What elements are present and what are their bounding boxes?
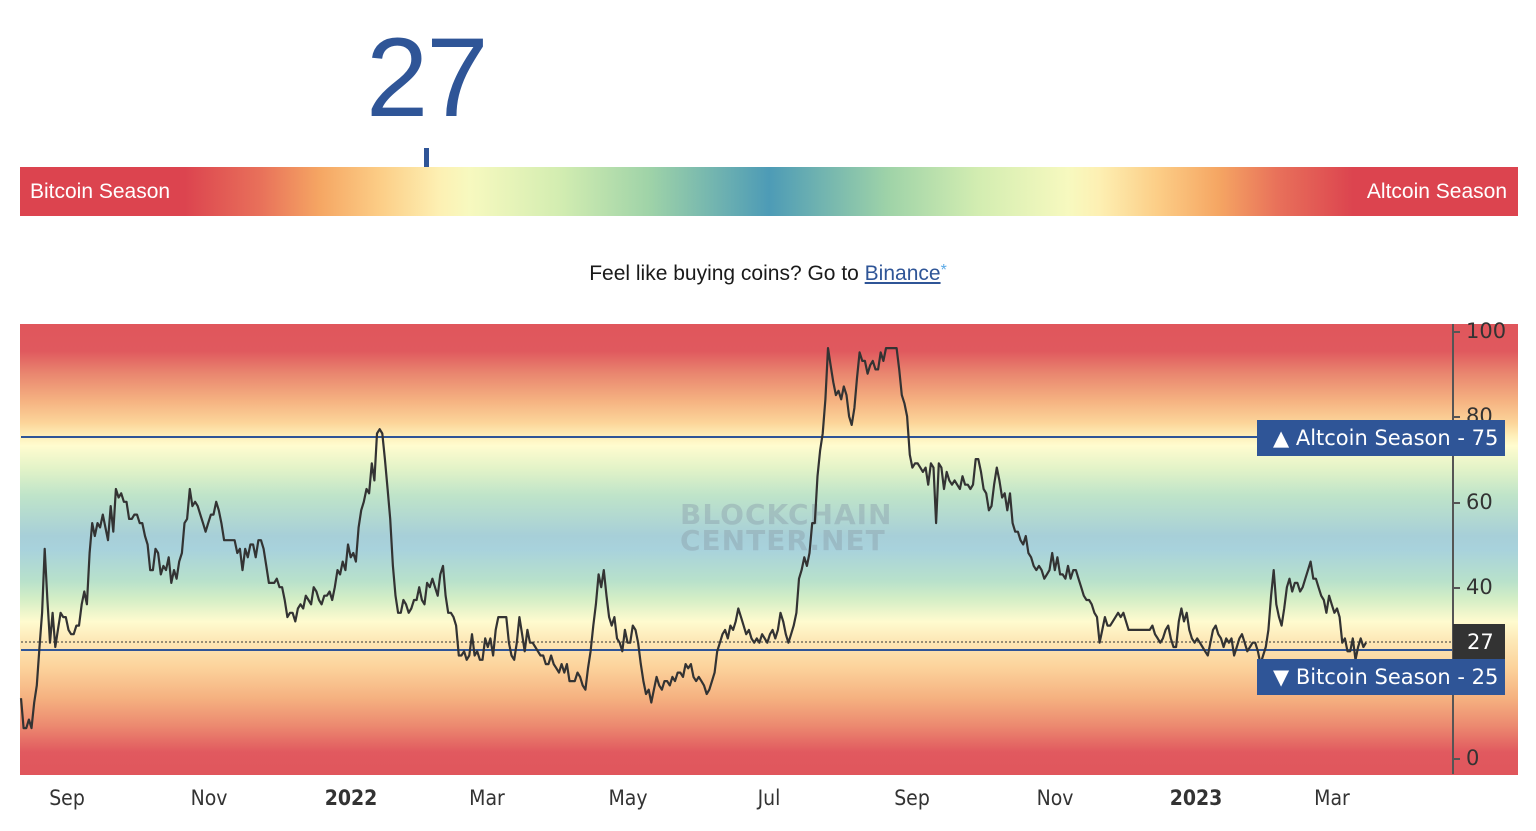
- altcoin-season-threshold-tag: ▲ Altcoin Season - 75: [1257, 420, 1505, 456]
- current-index-value: 27: [366, 15, 489, 140]
- y-label-40: 40: [1466, 575, 1493, 599]
- x-label: Mar: [1314, 786, 1350, 810]
- y-tick: [1453, 331, 1460, 333]
- x-label: Nov: [1036, 786, 1074, 810]
- current-value-tag: 27: [1453, 624, 1505, 660]
- y-label-0: 0: [1466, 746, 1480, 770]
- bitcoin-season-threshold-tag: ▼ Bitcoin Season - 25: [1257, 659, 1505, 695]
- y-tick: [1453, 758, 1460, 760]
- x-label: Sep: [49, 786, 85, 810]
- y-tick: [1453, 416, 1460, 418]
- season-gauge-bar: Bitcoin Season Altcoin Season: [20, 167, 1518, 216]
- x-axis-labels: Sep Nov 2022 Mar May Jul Sep Nov 2023 Ma…: [0, 786, 1536, 816]
- y-axis-line: [1452, 324, 1454, 774]
- chart-plot-area[interactable]: [20, 324, 1518, 775]
- y-tick: [1453, 502, 1460, 504]
- x-label: Sep: [894, 786, 930, 810]
- gauge-label-bitcoin-season: Bitcoin Season: [30, 180, 171, 203]
- index-series-line: [19, 347, 1367, 730]
- x-label: Jul: [757, 786, 781, 810]
- promo-text: Feel like buying coins? Go to: [589, 262, 865, 285]
- promo-line: Feel like buying coins? Go to Binance*: [0, 262, 1536, 286]
- gauge-label-altcoin-season: Altcoin Season: [1366, 180, 1507, 203]
- watermark-logo: BLOCKCHAIN CENTER.NET: [680, 498, 893, 557]
- x-label: 2022: [324, 786, 378, 810]
- x-label: May: [608, 786, 648, 810]
- y-tick: [1453, 587, 1460, 589]
- asterisk-note: *: [940, 262, 947, 279]
- x-label: Mar: [469, 786, 505, 810]
- binance-link[interactable]: Binance: [864, 262, 941, 285]
- x-label: Nov: [190, 786, 228, 810]
- x-label: 2023: [1169, 786, 1223, 810]
- y-label-60: 60: [1466, 490, 1493, 514]
- y-label-100: 100: [1466, 319, 1507, 343]
